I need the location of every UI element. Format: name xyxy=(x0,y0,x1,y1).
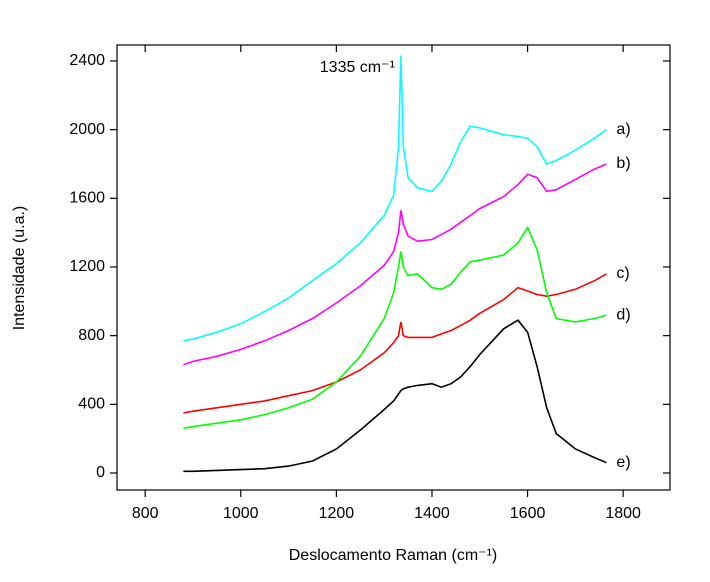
x-axis-title: Deslocamento Raman (cm⁻¹) xyxy=(289,547,498,564)
x-tick-label: 1400 xyxy=(414,505,450,522)
y-tick-label: 2400 xyxy=(69,52,105,69)
y-tick-label: 0 xyxy=(96,464,105,481)
y-tick-label: 800 xyxy=(78,327,105,344)
spectrum-line xyxy=(183,225,607,430)
spectrum-line xyxy=(183,319,607,473)
spectrum-line xyxy=(183,55,607,342)
peak-annotation: 1335 cm⁻¹ xyxy=(320,59,395,76)
plot-frame xyxy=(116,44,671,491)
y-axis-title: Intensidade (u.a.) xyxy=(11,206,28,331)
series-label: b) xyxy=(616,155,630,172)
series-label: d) xyxy=(616,306,630,323)
x-tick-label: 800 xyxy=(132,505,159,522)
spectrum-line xyxy=(183,163,607,366)
series-label: a) xyxy=(616,121,630,138)
y-tick-label: 1200 xyxy=(69,258,105,275)
spectrum-line xyxy=(183,273,607,414)
y-tick-label: 400 xyxy=(78,396,105,413)
x-tick-label: 1200 xyxy=(319,505,355,522)
x-tick-label: 1800 xyxy=(605,505,641,522)
y-tick-label: 1600 xyxy=(69,190,105,207)
x-tick-label: 1000 xyxy=(223,505,259,522)
series-label: e) xyxy=(616,454,630,471)
y-tick-label: 2000 xyxy=(69,121,105,138)
x-tick-label: 1600 xyxy=(510,505,546,522)
series-label: c) xyxy=(616,265,629,282)
